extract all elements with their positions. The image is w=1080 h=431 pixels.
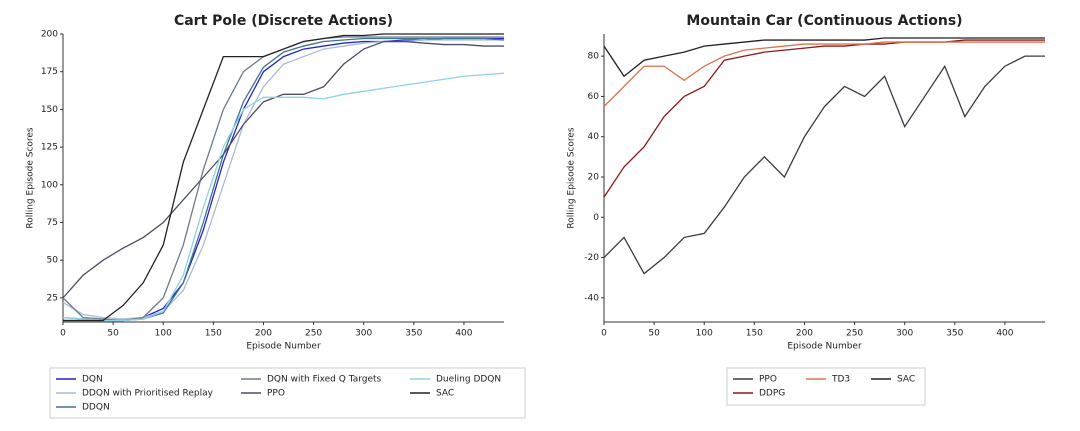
legend-label: DQN <box>82 375 103 385</box>
legend-label: DQN with Fixed Q Targets <box>267 375 382 385</box>
y-tick-label: 80 <box>588 52 600 62</box>
series-line <box>603 41 1045 107</box>
y-tick-label: 100 <box>41 180 58 190</box>
series-line <box>603 37 1045 78</box>
chart-title: Mountain Car (Continuous Actions) <box>686 13 962 29</box>
y-axis-label: Rolling Episode Scores <box>26 127 36 229</box>
x-tick-label: 200 <box>796 329 813 339</box>
x-tick-label: 100 <box>696 329 713 339</box>
y-tick-label: 150 <box>41 105 58 115</box>
y-axis-label: Rolling Episode Scores <box>567 127 577 229</box>
legend-label: PPO <box>759 375 777 385</box>
y-tick-label: 75 <box>47 218 58 228</box>
series-line <box>603 39 1045 198</box>
x-tick-label: 400 <box>455 329 472 339</box>
x-tick-label: 400 <box>996 329 1013 339</box>
x-tick-label: 0 <box>60 329 66 339</box>
series-line <box>603 55 1045 275</box>
x-tick-label: 250 <box>846 329 863 339</box>
x-tick-label: 250 <box>305 329 322 339</box>
y-tick-label: 200 <box>41 30 58 40</box>
x-tick-label: 300 <box>355 329 372 339</box>
x-tick-label: 50 <box>107 329 119 339</box>
series-line <box>62 37 505 322</box>
x-tick-label: 0 <box>601 329 607 339</box>
x-tick-label: 350 <box>946 329 963 339</box>
y-tick-label: 25 <box>47 293 58 303</box>
y-tick-label: 175 <box>41 67 58 77</box>
series-line <box>62 72 505 322</box>
x-tick-label: 200 <box>255 329 272 339</box>
y-tick-label: 125 <box>41 143 58 153</box>
y-tick-label: 50 <box>47 256 59 266</box>
legend-label: DDPG <box>759 389 785 399</box>
legend-label: TD3 <box>831 375 850 385</box>
legend-label: PPO <box>267 389 285 399</box>
legend-label: SAC <box>897 375 915 385</box>
x-tick-label: 350 <box>405 329 422 339</box>
x-tick-label: 300 <box>896 329 913 339</box>
legend-label: SAC <box>436 389 454 399</box>
legend-label: Dueling DDQN <box>436 375 501 385</box>
y-tick-label: 60 <box>588 92 600 102</box>
y-tick-label: 40 <box>588 132 600 142</box>
series-line <box>62 39 504 320</box>
y-tick-label: 20 <box>588 172 600 182</box>
x-axis-label: Episode Number <box>246 342 321 352</box>
legend-label: DDQN <box>82 403 110 413</box>
x-axis-label: Episode Number <box>787 342 862 352</box>
x-tick-label: 150 <box>746 329 763 339</box>
legend-label: DDQN with Prioritised Replay <box>82 389 214 399</box>
series-line <box>62 40 504 299</box>
x-tick-label: 50 <box>648 329 660 339</box>
series-line <box>63 33 504 322</box>
x-tick-label: 150 <box>205 329 222 339</box>
x-tick-label: 100 <box>155 329 172 339</box>
chart-title: Cart Pole (Discrete Actions) <box>174 13 393 29</box>
y-tick-label: 0 <box>593 213 599 223</box>
series-line <box>63 37 504 322</box>
y-tick-label: -40 <box>584 293 599 303</box>
legend-box <box>726 367 926 406</box>
y-tick-label: -20 <box>584 253 599 263</box>
legend-box <box>49 367 526 419</box>
